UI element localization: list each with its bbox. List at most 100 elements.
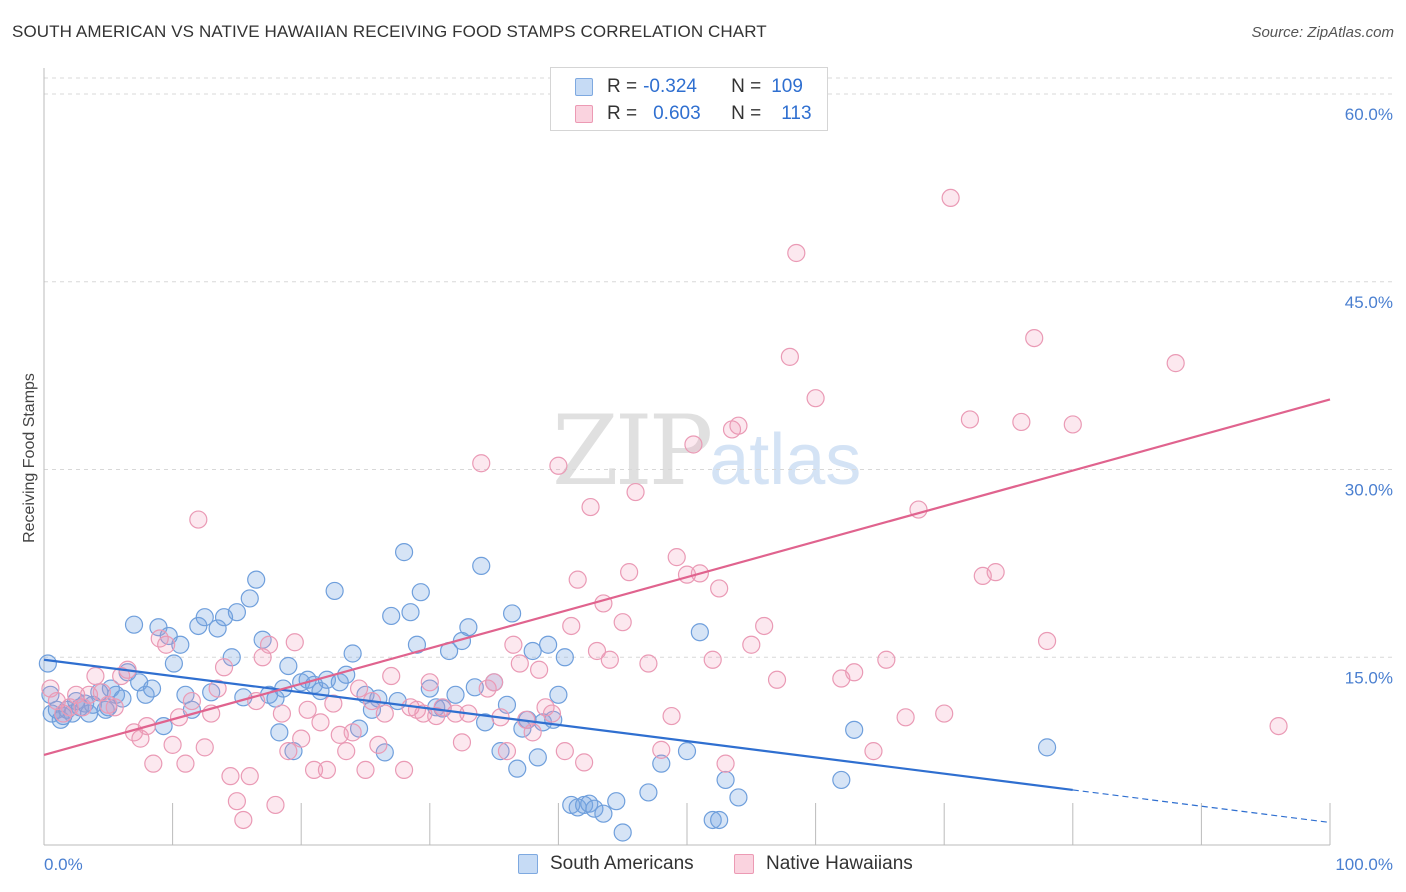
native-hawaiian-point: [587, 641, 607, 661]
south-american-point: [585, 799, 604, 818]
south-american-point: [38, 654, 57, 673]
native-hawaiian-point: [755, 616, 774, 636]
native-hawaiian-point: [555, 742, 574, 761]
native-hawaiian-point: [1037, 631, 1057, 651]
south-american-point: [508, 759, 527, 778]
native-hawaiian-point: [227, 792, 246, 811]
south-american-point: [325, 581, 344, 601]
native-hawaiian-point: [530, 660, 549, 679]
x-tick-label: 0.0%: [44, 855, 83, 874]
native-hawaiian-point: [382, 666, 401, 686]
native-hawaiian-point: [144, 754, 163, 773]
native-hawaiian-point: [620, 563, 639, 582]
south-american-point: [472, 556, 491, 575]
bottom-legend-label: South Americans: [550, 853, 694, 874]
source-credit: Source: ZipAtlas.com: [1251, 24, 1394, 41]
native-hawaiian-point: [780, 347, 799, 366]
south-americans-points: [38, 543, 1057, 842]
south-american-point: [420, 679, 439, 698]
native-hawaiian-point: [259, 635, 279, 654]
south-american-point: [528, 748, 547, 767]
native-hawaiian-point: [272, 704, 292, 723]
south-american-point: [227, 603, 246, 622]
south-american-point: [710, 810, 729, 830]
native-hawaiians-trend-line: [43, 398, 1331, 756]
y-tick-label: 45.0%: [1345, 293, 1393, 312]
native-hawaiian-point: [787, 243, 806, 263]
native-hawaiian-point: [896, 708, 915, 727]
south-american-point: [270, 723, 289, 742]
native-hawaiian-point: [510, 654, 529, 673]
legend-n-label: N =: [731, 76, 762, 97]
native-hawaiian-point: [337, 742, 356, 761]
y-tick-label: 15.0%: [1345, 668, 1393, 687]
native-hawaiian-point: [208, 679, 227, 698]
native-hawaiian-point: [600, 650, 619, 669]
y-tick-label: 30.0%: [1345, 481, 1393, 500]
south-american-point: [845, 720, 864, 739]
south-american-point: [247, 570, 266, 589]
native-hawaiian-point: [214, 658, 234, 677]
native-hawaiian-point: [497, 742, 517, 761]
legend-n-value: 113: [781, 103, 812, 124]
x-tick-label: 100.0%: [1335, 855, 1393, 874]
native-hawaiian-point: [662, 706, 681, 726]
south-american-point: [343, 644, 362, 663]
native-hawaiian-point: [394, 760, 414, 780]
native-hawaiian-point: [703, 650, 722, 669]
native-hawaiian-point: [806, 389, 825, 408]
south-american-point: [459, 618, 478, 637]
native-hawaiian-point: [1063, 415, 1082, 434]
south-american-point: [394, 543, 414, 562]
native-hawaiian-point: [941, 188, 960, 208]
south-american-point: [503, 604, 522, 623]
native-hawaiian-point: [742, 635, 761, 654]
native-hawaiian-point: [304, 760, 324, 780]
south-american-point: [1037, 738, 1057, 757]
south-american-point: [652, 754, 671, 773]
south-american-point: [594, 804, 613, 823]
native-hawaiian-point: [549, 456, 568, 475]
south-american-point: [124, 615, 144, 634]
south-american-point: [208, 619, 227, 638]
south-american-point: [677, 742, 697, 761]
south-american-point: [690, 623, 709, 642]
native-hawaiian-point: [581, 497, 600, 517]
native-hawaiian-point: [710, 579, 729, 598]
south-american-point: [240, 589, 259, 608]
native-hawaiian-point: [767, 670, 787, 689]
south-american-point: [555, 648, 574, 667]
native-hawaiian-point: [182, 691, 201, 711]
south-american-point: [549, 685, 568, 704]
axes: [43, 68, 1331, 846]
chart-title: SOUTH AMERICAN VS NATIVE HAWAIIAN RECEIV…: [12, 22, 767, 41]
native-hawaiian-point: [157, 635, 176, 654]
legend-n-value: 109: [771, 76, 803, 97]
bottom-legend-south-americans: South Americans: [518, 851, 694, 877]
legend-row-native-hawaiians: R = 0.603 N = 113: [575, 103, 812, 125]
legend-r-value: -0.324: [643, 76, 697, 97]
south-american-point: [580, 794, 599, 813]
south-american-point: [716, 770, 735, 790]
native-hawaiian-point: [176, 754, 195, 773]
native-hawaiian-point: [324, 694, 343, 713]
native-hawaiian-point: [652, 740, 671, 759]
native-hawaiian-point: [105, 698, 124, 717]
native-hawaiian-point: [1166, 354, 1185, 373]
y-axis-label: Receiving Food Stamps: [21, 373, 38, 543]
native-hawaiian-point: [485, 673, 504, 692]
native-hawaiian-point: [375, 704, 394, 723]
native-hawaiian-point: [285, 633, 304, 652]
native-hawaiian-point: [234, 810, 253, 830]
native-hawaiian-point: [420, 673, 439, 692]
south-american-point: [446, 685, 465, 704]
native-hawaiian-point: [452, 733, 472, 752]
south-american-point: [832, 770, 851, 790]
native-hawaiian-point: [349, 679, 369, 698]
legend-r-value: 0.603: [653, 103, 701, 124]
south-american-point: [222, 648, 241, 667]
native-hawaiian-point: [504, 635, 523, 654]
native-hawaiian-point: [716, 754, 735, 773]
south-american-point: [491, 742, 510, 761]
